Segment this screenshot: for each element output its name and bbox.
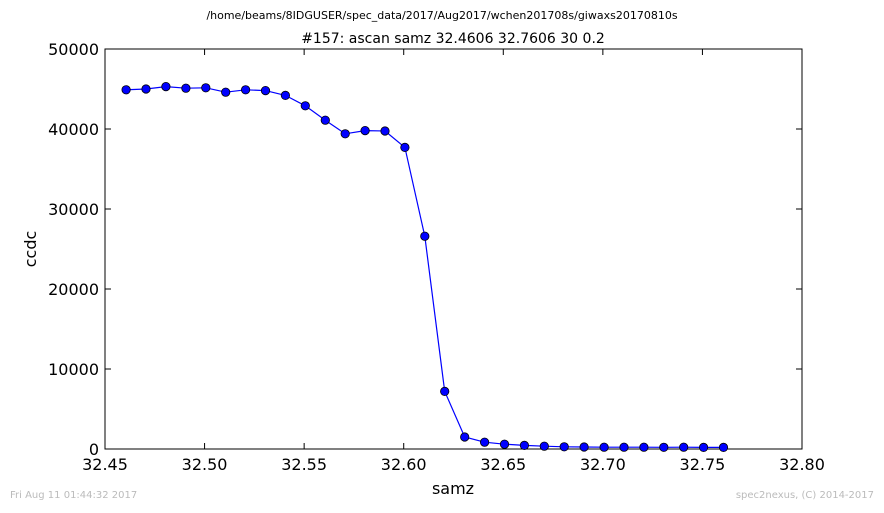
data-point — [519, 440, 530, 450]
y-tick-label: 40000 — [48, 120, 99, 139]
data-point — [420, 231, 430, 241]
data-point — [141, 84, 151, 94]
x-tick-label: 32.55 — [281, 455, 327, 474]
y-axis-label: ccdc — [21, 231, 40, 268]
data-point — [400, 142, 410, 152]
data-point — [300, 101, 310, 111]
chart-title: #157: ascan samz 32.4606 32.7606 30 0.2 — [301, 31, 605, 47]
x-tick-label: 32.65 — [480, 455, 526, 474]
x-tick-label: 32.45 — [82, 455, 128, 474]
data-point — [440, 386, 450, 396]
plot-frame — [104, 48, 803, 450]
x-tick-label: 32.75 — [680, 455, 726, 474]
x-tick-label: 32.80 — [779, 455, 825, 474]
data-point — [181, 83, 191, 93]
plot-area: 32.45 32.50 32.55 32.60 32.65 32.70 32.75 32.80… — [48, 40, 825, 474]
file-path-title: /home/beams/8IDGUSER/spec_data/2017/Aug2… — [206, 9, 677, 22]
data-point — [619, 442, 629, 452]
footer-timestamp: Fri Aug 11 01:44:32 2017 — [10, 490, 137, 501]
data-point — [320, 115, 330, 125]
data-point — [679, 442, 689, 452]
y-tick-label: 20000 — [48, 280, 99, 299]
x-tick-label: 32.60 — [381, 455, 427, 474]
data-point — [479, 437, 490, 447]
data-point — [121, 85, 131, 95]
y-tick-label: 10000 — [48, 360, 99, 379]
data-point — [659, 442, 669, 452]
data-point — [221, 87, 231, 97]
data-point — [460, 432, 470, 442]
data-point — [280, 90, 290, 101]
data-point — [718, 442, 729, 452]
data-point — [698, 442, 709, 452]
series-line — [126, 85, 724, 448]
data-point — [360, 126, 370, 136]
data-point — [579, 442, 589, 452]
data-point — [161, 82, 171, 92]
data-point — [340, 129, 350, 139]
data-point — [539, 441, 549, 451]
data-point — [380, 126, 390, 136]
x-axis-label: samz — [432, 479, 474, 498]
data-point — [241, 85, 251, 95]
y-tick-label: 0 — [89, 440, 99, 459]
data-point — [499, 439, 510, 449]
data-point — [639, 442, 649, 452]
y-tick-label: 50000 — [48, 40, 99, 59]
x-tick-label: 32.50 — [182, 455, 228, 474]
y-tick-label: 30000 — [48, 200, 99, 219]
data-point — [260, 86, 271, 96]
footer-credit: spec2nexus, (C) 2014-2017 — [736, 490, 874, 501]
data-point — [201, 83, 211, 93]
data-point — [559, 442, 569, 452]
data-point — [599, 442, 609, 452]
x-tick-label: 32.70 — [580, 455, 626, 474]
